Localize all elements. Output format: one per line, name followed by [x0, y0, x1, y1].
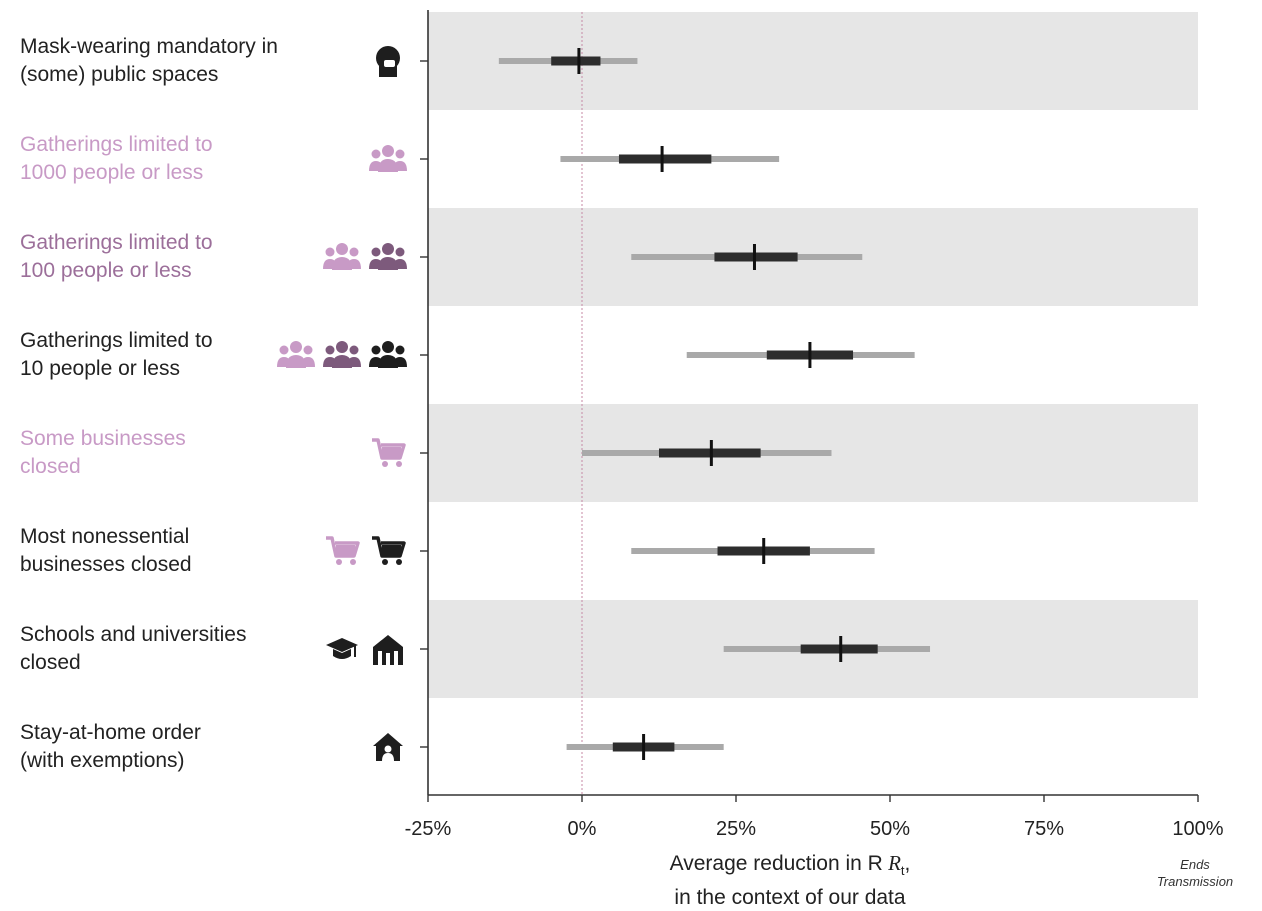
row-label: Some businesses closed	[20, 425, 310, 481]
row-label-line: Some businesses	[20, 427, 186, 450]
row-label-line: businesses closed	[20, 553, 192, 576]
group-light-icon	[369, 145, 407, 172]
cart-light-icon	[372, 438, 406, 467]
group-light-icon	[277, 341, 315, 368]
x-axis-label-line2: in the context of our data	[674, 886, 906, 910]
group-light-icon	[323, 243, 361, 270]
x-tick-label: 50%	[870, 818, 910, 840]
row-label-line: 100 people or less	[20, 259, 192, 282]
axis-group: -25% 0% 25% 50% 75% 100%	[405, 10, 1224, 840]
row-label-line: Gatherings limited to	[20, 133, 213, 156]
row-label: Gatherings limited to 100 people or less	[20, 229, 310, 285]
row-label-line: closed	[20, 651, 81, 674]
row-label-line: Most nonessential	[20, 525, 190, 548]
row-label-line: (some) public spaces	[20, 63, 219, 86]
cart-dark-icon	[372, 536, 406, 565]
row-label-line: 10 people or less	[20, 357, 180, 380]
school-building-icon	[373, 635, 403, 665]
row-label: Stay-at-home order (with exemptions)	[20, 719, 310, 775]
x-tick-label: 100%	[1172, 818, 1223, 840]
row-label: Most nonessential businesses closed	[20, 523, 310, 579]
row-label: Schools and universities closed	[20, 621, 310, 677]
row-label-line: 1000 people or less	[20, 161, 204, 184]
x-tick-label: 25%	[716, 818, 756, 840]
end-note-line2: Transmission	[1156, 874, 1234, 889]
row-label: Gatherings limited to 1000 people or less	[20, 131, 310, 187]
graduation-cap-icon	[326, 638, 358, 659]
row-label: Gatherings limited to 10 people or less	[20, 327, 310, 383]
end-note: Ends Transmission	[1130, 856, 1260, 890]
x-tick-label: -25%	[405, 818, 452, 840]
x-tick-label: 0%	[568, 818, 597, 840]
house-person-icon	[373, 733, 403, 761]
row-label-line: Stay-at-home order	[20, 721, 201, 744]
group-dark-icon	[369, 341, 407, 368]
row-label-line: Schools and universities	[20, 623, 247, 646]
end-note-line1: Ends	[1180, 857, 1210, 872]
row-label-line: Gatherings limited to	[20, 231, 213, 254]
cart-light-icon	[326, 536, 360, 565]
row-label-line: Gatherings limited to	[20, 329, 213, 352]
row-label: Mask-wearing mandatory in (some) public s…	[20, 33, 310, 89]
group-medium-icon	[369, 243, 407, 270]
x-axis-label-line1: Average reduction in R Rt,	[669, 851, 911, 879]
row-label-line: Mask-wearing mandatory in	[20, 35, 278, 58]
x-axis-label: Average reduction in R Rt, in the contex…	[600, 850, 980, 911]
mask-person-icon	[376, 46, 400, 77]
x-tick-label: 75%	[1024, 818, 1064, 840]
row-label-line: (with exemptions)	[20, 749, 185, 772]
forest-marks	[498, 48, 931, 760]
row-icons	[277, 46, 407, 761]
group-medium-icon	[323, 341, 361, 368]
row-label-line: closed	[20, 455, 81, 478]
